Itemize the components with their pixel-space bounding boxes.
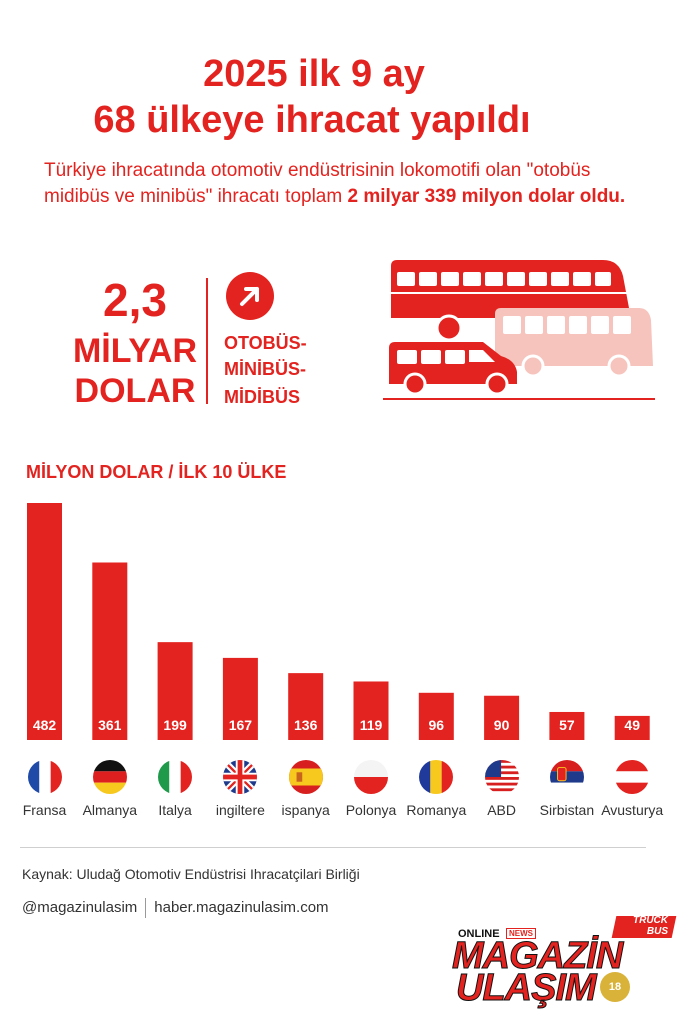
bar-value-label: 482 (33, 717, 57, 733)
logo-line-2: ULAŞIM (456, 967, 598, 1009)
category-label-1: OTOBÜS- (224, 333, 307, 353)
romania-flag-icon (419, 760, 454, 794)
bar-value-label: 119 (360, 717, 383, 733)
footer-divider (20, 847, 646, 848)
logo-truck: TRUCK (633, 915, 668, 926)
social-row: @magazinulasim haber.magazinulasim.com (22, 898, 329, 918)
country-label: ABD (487, 802, 516, 818)
category-label-3: MİDİBÜS (224, 387, 300, 407)
vertical-divider (206, 278, 208, 404)
chart-title: MİLYON DOLAR / İLK 10 ÜLKE (26, 462, 287, 482)
category-label-2: MİNİBÜS- (224, 359, 306, 379)
bar-italya (157, 642, 193, 740)
headline-value: 2,3 (103, 274, 167, 326)
arrow-up-right-icon (226, 272, 274, 320)
magazin-ulasim-logo: ONLINE NEWS TRUCK BUS MAGAZİN ULAŞIM 18 (450, 915, 678, 1016)
country-label: ingiltere (215, 802, 265, 818)
austria-flag-icon (615, 760, 650, 794)
italy-flag-icon (158, 760, 193, 794)
bar-abd (484, 695, 520, 740)
bar-value-label: 49 (624, 717, 640, 733)
germany-flag-icon (92, 760, 127, 794)
bar-sirbistan (549, 711, 585, 740)
bus-group-icon (383, 260, 655, 400)
logo-online: ONLINE (458, 928, 500, 940)
title-line-1: 2025 ilk 9 ay (203, 53, 425, 95)
france-flag-icon (27, 760, 62, 794)
bar-value-label: 90 (494, 717, 510, 733)
social-divider (145, 898, 147, 918)
bar-ingiltere (222, 657, 258, 740)
bar-value-label: 136 (294, 717, 318, 733)
serbia-flag-icon (549, 760, 584, 794)
bar-polonya (353, 681, 389, 740)
country-label: ispanya (281, 802, 330, 818)
bar-romanya (418, 692, 454, 740)
spain-flag-icon (288, 760, 323, 794)
bar-value-label: 199 (163, 717, 187, 733)
bar-almanya (92, 562, 128, 740)
headline-unit-2: DOLAR (74, 372, 196, 410)
bar-value-label: 167 (229, 717, 253, 733)
bar-fransa (27, 503, 62, 740)
bar-value-label: 361 (98, 717, 122, 733)
logo-news: NEWS (506, 928, 536, 939)
bar-avusturya (614, 715, 650, 740)
source-text: Kaynak: Uludağ Otomotiv Endüstrisi Ihrac… (22, 866, 360, 882)
title-line-2: 68 ülkeye ihracat yapıldı (93, 99, 531, 141)
usa-flag-icon (484, 760, 519, 794)
country-label: Sirbistan (539, 802, 595, 818)
bar-value-label: 57 (559, 717, 575, 733)
logo-line-1: MAGAZİN (451, 935, 623, 977)
country-label: Fransa (22, 802, 67, 818)
intro-text: Türkiye ihracatında otomotiv endüstrisin… (44, 158, 644, 210)
intro-text-regular: Türkiye ihracatında otomotiv endüstrisin… (44, 160, 591, 207)
logo-bus: BUS (646, 926, 668, 937)
country-label: Italya (158, 802, 192, 818)
logo-anniversary-badge: 18 (600, 972, 630, 1002)
logo-truck-bus-text: TRUCK BUS (618, 915, 668, 937)
bar-value-label: 96 (429, 717, 445, 733)
bar-ispanya (288, 673, 324, 740)
country-label: Romanya (406, 802, 467, 818)
intro-text-bold: 2 milyar 339 milyon dolar oldu. (347, 186, 626, 207)
uk-flag-icon (223, 760, 258, 794)
country-label: Polonya (345, 802, 397, 818)
social-handle-link[interactable]: @magazinulasim (22, 898, 138, 916)
country-label: Avusturya (601, 802, 664, 818)
headline-unit-1: MİLYAR (72, 332, 198, 370)
poland-flag-icon (354, 760, 388, 794)
country-label: Almanya (82, 802, 138, 818)
website-link[interactable]: haber.magazinulasim.com (154, 898, 329, 916)
